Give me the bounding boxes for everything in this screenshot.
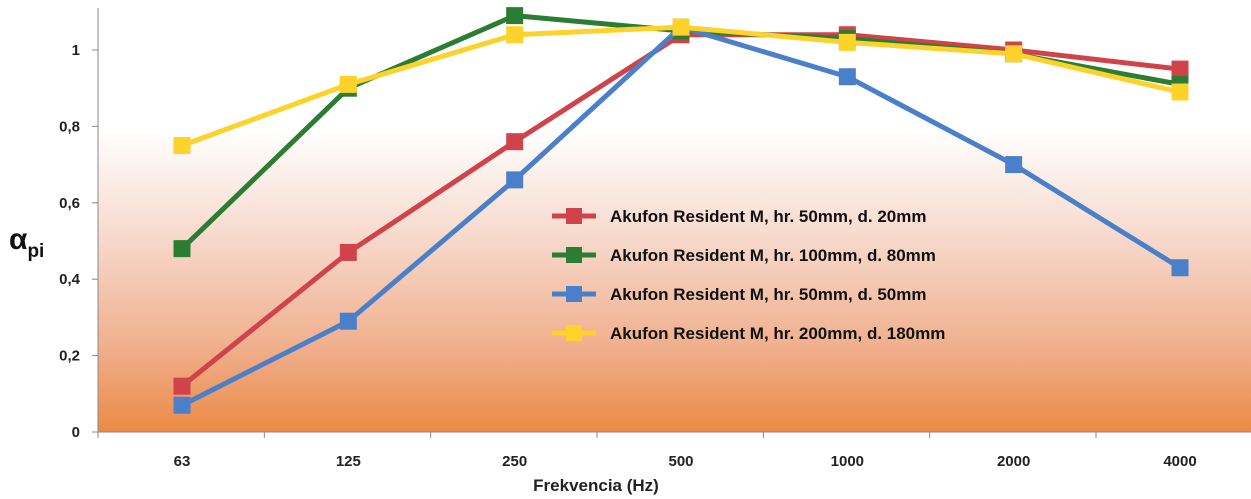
y-tick-label: 0: [72, 424, 80, 441]
legend-label: Akufon Resident M, hr. 200mm, d. 180mm: [610, 324, 945, 343]
y-tick-labels: 0 0,2 0,4 0,6 0,8 1: [59, 42, 81, 441]
legend-swatch-marker: [566, 286, 582, 302]
legend-swatch-marker: [566, 247, 582, 263]
data-point: [1005, 156, 1023, 174]
y-axis-title: αpi: [9, 223, 44, 262]
axes: [92, 8, 1251, 438]
legend-item-1: Akufon Resident M, hr. 50mm, d. 20mm: [552, 207, 926, 226]
y-tick-label: 0,6: [59, 195, 80, 212]
data-point: [173, 137, 191, 154]
x-tick-label: 4000: [1163, 453, 1196, 470]
x-tick-labels: 63 125 250 500 1000 2000 4000: [174, 453, 1197, 470]
data-point: [506, 171, 524, 189]
legend-item-3: Akufon Resident M, hr. 50mm, d. 50mm: [552, 285, 926, 304]
x-tick-label: 500: [668, 453, 693, 470]
plot-area-background: [98, 0, 1251, 432]
data-point: [1005, 45, 1023, 63]
data-point: [1171, 60, 1189, 78]
series-4: [173, 18, 1189, 154]
data-point: [506, 26, 524, 44]
x-axis-title: Frekvencia (Hz): [533, 476, 659, 495]
y-tick-label: 0,8: [59, 118, 80, 135]
x-tick-label: 125: [336, 453, 361, 470]
y-tick-label: 0,2: [59, 348, 80, 365]
data-point: [672, 18, 690, 36]
y-tick-label: 1: [72, 42, 80, 59]
data-point: [1171, 83, 1189, 101]
y-axis-title-subscript: pi: [27, 241, 44, 262]
legend: Akufon Resident M, hr. 50mm, d. 20mm Akuf…: [552, 207, 945, 343]
data-point: [1171, 259, 1189, 277]
y-tick-label: 0,4: [59, 271, 81, 288]
legend-label: Akufon Resident M, hr. 100mm, d. 80mm: [610, 246, 936, 265]
data-point: [838, 68, 856, 86]
data-point: [339, 243, 357, 261]
x-tick-label: 63: [174, 453, 191, 470]
data-point: [339, 75, 357, 93]
data-point: [506, 7, 524, 25]
data-point: [506, 133, 524, 151]
legend-label: Akufon Resident M, hr. 50mm, d. 50mm: [610, 285, 926, 304]
legend-item-2: Akufon Resident M, hr. 100mm, d. 80mm: [552, 246, 936, 265]
data-point: [173, 396, 191, 414]
y-axis-title-main: α: [9, 223, 28, 256]
data-point: [173, 240, 191, 258]
legend-swatch-marker: [566, 208, 582, 224]
legend-swatch-marker: [566, 325, 582, 341]
data-point: [838, 33, 856, 51]
x-tick-label: 1000: [831, 453, 864, 470]
x-tick-label: 250: [502, 453, 527, 470]
series-lines: [173, 7, 1189, 414]
data-point: [173, 377, 191, 395]
x-tick-label: 2000: [997, 453, 1030, 470]
legend-label: Akufon Resident M, hr. 50mm, d. 20mm: [610, 207, 926, 226]
legend-item-4: Akufon Resident M, hr. 200mm, d. 180mm: [552, 324, 945, 343]
data-point: [339, 312, 357, 330]
